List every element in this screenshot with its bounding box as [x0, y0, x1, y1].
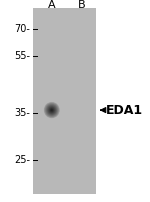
Ellipse shape	[50, 108, 54, 112]
Ellipse shape	[50, 109, 53, 112]
Ellipse shape	[48, 106, 56, 114]
Ellipse shape	[45, 103, 59, 117]
Text: B: B	[78, 0, 85, 10]
Text: 25-: 25-	[14, 155, 30, 165]
Ellipse shape	[48, 107, 55, 114]
Ellipse shape	[50, 108, 54, 112]
Ellipse shape	[49, 107, 54, 113]
Ellipse shape	[50, 108, 53, 112]
Text: 35-: 35-	[14, 108, 30, 118]
Text: 55-: 55-	[14, 50, 30, 61]
Ellipse shape	[46, 104, 57, 116]
Ellipse shape	[45, 104, 58, 117]
Text: EDA1: EDA1	[106, 104, 143, 117]
Ellipse shape	[45, 103, 59, 117]
Ellipse shape	[47, 105, 56, 115]
Ellipse shape	[48, 106, 55, 114]
Bar	[33, 8, 96, 194]
Ellipse shape	[51, 109, 53, 111]
Ellipse shape	[44, 102, 59, 118]
Ellipse shape	[44, 102, 60, 119]
Ellipse shape	[46, 105, 57, 116]
Ellipse shape	[49, 107, 54, 113]
Ellipse shape	[46, 104, 58, 116]
Ellipse shape	[47, 106, 56, 115]
Ellipse shape	[44, 102, 59, 118]
Ellipse shape	[46, 104, 57, 116]
Ellipse shape	[47, 105, 57, 115]
Ellipse shape	[49, 107, 55, 113]
Ellipse shape	[51, 109, 52, 111]
Ellipse shape	[45, 103, 58, 117]
Ellipse shape	[48, 106, 56, 114]
Ellipse shape	[44, 102, 60, 118]
Text: 70-: 70-	[14, 24, 30, 34]
Ellipse shape	[51, 109, 52, 111]
Text: A: A	[48, 0, 56, 10]
